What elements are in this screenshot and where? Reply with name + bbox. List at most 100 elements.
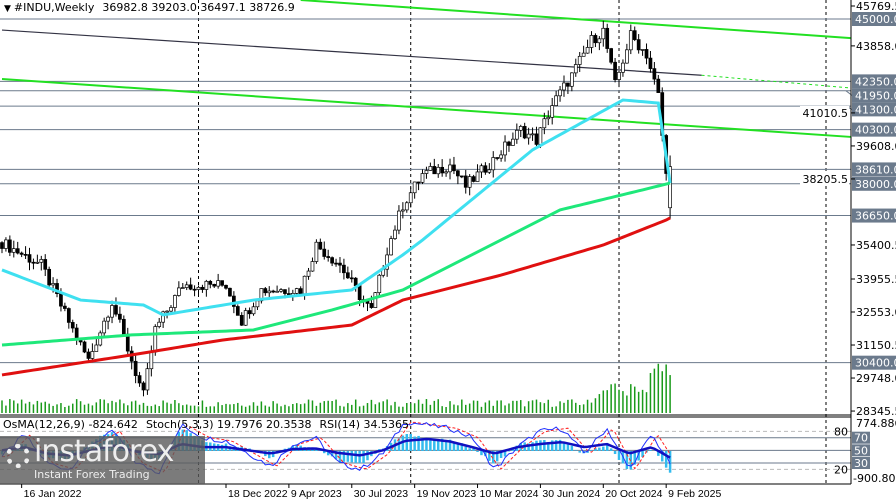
- osc-level-tag-bg: [852, 444, 870, 457]
- candle-body: [110, 305, 114, 318]
- level-tag: 41300.0: [855, 103, 896, 116]
- candle-body: [318, 241, 323, 250]
- candle-body: [475, 171, 480, 182]
- candle-body: [648, 57, 653, 69]
- osc-level-label: 80: [834, 425, 848, 438]
- trendlines[interactable]: [1, 0, 852, 138]
- level-tag: 40300.0: [855, 124, 896, 137]
- stoch-main-line: [1, 422, 671, 475]
- candle-body: [19, 252, 24, 255]
- price-tick-label: 32553.0: [856, 306, 896, 319]
- osc-min-label: -900.809: [853, 472, 896, 485]
- candle-body: [66, 308, 71, 323]
- candle-body: [511, 138, 515, 146]
- candle-body: [389, 238, 393, 256]
- price-tick-label: 33955.5: [856, 273, 896, 286]
- candle-body: [495, 157, 500, 159]
- candle-body: [184, 284, 189, 288]
- time-tick-label: 9 Feb 2025: [668, 488, 721, 500]
- candle-body: [562, 82, 566, 91]
- price-tick-label: 35400.5: [856, 239, 896, 252]
- trendline-channel-line: [1, 29, 702, 76]
- candle-body: [35, 261, 40, 264]
- candle-body: [279, 289, 283, 292]
- candle-body: [585, 47, 590, 54]
- candle-body: [558, 89, 562, 97]
- level-tag-bg: [852, 176, 896, 191]
- candle-body: [444, 171, 448, 174]
- candle-body: [169, 307, 173, 312]
- candle-body: [566, 82, 570, 87]
- candle-body: [302, 275, 307, 295]
- candle-body: [625, 49, 629, 64]
- candle-body: [232, 295, 236, 307]
- candle-body: [173, 295, 177, 308]
- candle-body: [569, 72, 574, 87]
- price-tick-label: 45769.5: [856, 0, 896, 13]
- candle-body: [546, 116, 551, 120]
- candle-body: [310, 261, 315, 272]
- candle-body: [644, 49, 649, 59]
- candle-body: [267, 290, 272, 294]
- candle-body: [456, 170, 460, 177]
- candle-body: [554, 95, 558, 106]
- candle-body: [306, 270, 311, 277]
- candle-body: [428, 166, 433, 171]
- candle-body: [522, 126, 527, 139]
- level-tag-bg: [852, 122, 896, 137]
- price-tick-label: 38205.5: [803, 173, 849, 186]
- candle-body: [373, 292, 378, 308]
- candle-body: [656, 78, 661, 93]
- level-tag: 30400.0: [855, 357, 896, 370]
- dropdown-triangle-icon[interactable]: ▼: [4, 4, 11, 14]
- candle-body: [463, 175, 468, 188]
- candle-body: [196, 286, 201, 290]
- candle-body: [228, 287, 232, 297]
- price-tick-label: 39608.0: [856, 140, 896, 153]
- osc-level-tag-bg: [852, 457, 870, 470]
- candle-body: [294, 288, 299, 294]
- candle-body: [393, 229, 397, 239]
- candle-body: [102, 320, 107, 334]
- candle-body: [534, 133, 539, 145]
- price-tick-label-bg: [800, 171, 849, 186]
- price-tick-label: 31150.5: [856, 339, 896, 352]
- candle-body: [538, 127, 543, 145]
- level-tag-bg: [852, 74, 896, 89]
- candle-body: [27, 254, 32, 263]
- time-tick-label: 9 Apr 2023: [291, 488, 342, 500]
- candle-body: [121, 318, 126, 335]
- candle-body: [145, 368, 150, 391]
- candle-body: [330, 257, 334, 264]
- candle-body: [31, 261, 36, 264]
- candle-body: [432, 166, 437, 175]
- candle-body: [401, 209, 405, 212]
- price-axis: 45769.5 43858.0 41010.5 39608.0 38205.5 35400…: [800, 0, 896, 418]
- candle-body: [613, 61, 617, 80]
- moving-average-line: [1, 216, 671, 377]
- ohlc-values: 36982.8 39203.0 36497.1 38726.9: [102, 1, 294, 14]
- candle-body: [55, 283, 59, 294]
- candle-body: [161, 311, 165, 323]
- candle-body: [334, 262, 338, 265]
- candle-body: [573, 64, 578, 74]
- time-tick-label: 10 Mar 2024: [480, 488, 539, 500]
- candle-body: [514, 129, 519, 140]
- candle-body: [153, 326, 158, 353]
- candle-body: [263, 288, 268, 294]
- candle-body: [11, 248, 16, 253]
- time-tick-label: 19 Nov 2023: [417, 488, 477, 500]
- moving-average-line: [1, 181, 671, 347]
- price-tick-label-bg: [800, 105, 849, 120]
- moving-averages: [1, 98, 672, 377]
- candle-body: [597, 38, 602, 44]
- candle-body: [247, 310, 252, 315]
- candle-body: [298, 288, 303, 295]
- candle-body: [550, 105, 555, 118]
- candle-body: [137, 375, 142, 384]
- candle-body: [51, 283, 55, 286]
- level-tag: 38000.0: [855, 178, 896, 191]
- logo-brand: instaforex: [34, 434, 174, 469]
